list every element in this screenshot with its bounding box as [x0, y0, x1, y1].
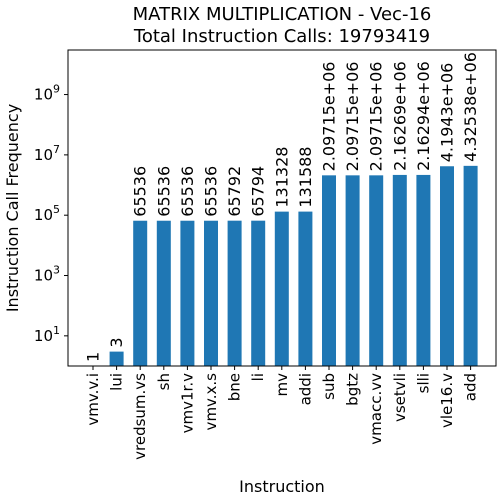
bar-vle16.v: [440, 166, 454, 366]
data-label-slli: 2.16294e+06: [414, 61, 433, 171]
data-label-sh: 65536: [154, 166, 173, 217]
y-tick-label-7: 107: [34, 143, 60, 164]
bar-lui: [109, 351, 124, 366]
data-label-mv: 131328: [272, 147, 291, 208]
x-tick-label-addi: addi: [296, 373, 314, 405]
x-tick-label-sh: sh: [155, 373, 173, 390]
x-tick-label-vle16.v: vle16.v: [438, 373, 456, 428]
bar-add: [463, 165, 478, 366]
data-label-add: 4.32538e+06: [461, 52, 480, 162]
data-label-vsetvli: 2.16269e+06: [390, 61, 409, 171]
data-label-vmv.x.s: 65536: [202, 166, 221, 217]
y-tick-label-9: 109: [34, 83, 60, 104]
bar-vredsum.vs: [133, 220, 148, 366]
bar-bgtz: [345, 175, 360, 366]
y-tick-label-3: 103: [34, 264, 60, 285]
bar-vmv1r.v: [180, 220, 195, 366]
y-tick-label-5: 105: [34, 203, 60, 224]
x-axis-label: Instruction: [239, 477, 325, 496]
x-tick-label-vmacc.vv: vmacc.vv: [367, 373, 385, 445]
x-tick-label-vmv.v.i: vmv.v.i: [84, 373, 102, 426]
chart-title: MATRIX MULTIPLICATION - Vec-16: [133, 4, 432, 25]
bar-addi: [298, 211, 313, 366]
x-tick-label-mv: mv: [273, 373, 291, 397]
x-tick-label-vmv.x.s: vmv.x.s: [202, 373, 220, 431]
x-tick-label-slli: slli: [414, 373, 432, 393]
x-tick-label-vmv1r.v: vmv1r.v: [178, 373, 196, 433]
data-label-li: 65794: [249, 166, 268, 217]
bar-vsetvli: [392, 174, 407, 366]
y-axis-ticks: 101 103 105 107 109: [34, 83, 68, 345]
bar-sub: [322, 175, 336, 366]
bar-bne: [227, 220, 242, 366]
x-tick-label-add: add: [462, 373, 480, 401]
data-label-bne: 65792: [225, 166, 244, 217]
x-tick-label-vsetvli: vsetvli: [391, 373, 409, 422]
data-label-vmv1r.v: 65536: [178, 166, 197, 217]
x-tick-label-vredsum.vs: vredsum.vs: [131, 373, 149, 460]
data-label-vredsum.vs: 65536: [131, 166, 150, 217]
x-tick-label-bne: bne: [226, 373, 244, 401]
x-tick-label-lui: lui: [108, 373, 126, 391]
y-tick-label-1: 101: [34, 324, 60, 345]
data-label-vmv.v.i: 1: [84, 352, 103, 362]
x-axis-ticks: vmv.v.i lui vredsum.vs sh vmv1r.v vmv.x.s bne l…: [84, 366, 480, 460]
data-label-lui: 3: [107, 337, 126, 347]
data-label-bgtz: 2.09715e+06: [343, 62, 362, 172]
bar-vmacc.vv: [369, 175, 384, 366]
plot-frame: [67, 49, 497, 367]
chart-subtitle: Total Instruction Calls: 19793419: [133, 26, 430, 47]
x-tick-label-bgtz: bgtz: [344, 373, 362, 406]
bar-mv: [274, 211, 289, 366]
bar-vmv.x.s: [204, 220, 218, 366]
data-label-vle16.v: 4.1943e+06: [438, 63, 457, 163]
x-tick-label-sub: sub: [320, 373, 338, 400]
x-tick-label-li: li: [249, 373, 267, 381]
bar-li: [251, 220, 266, 366]
data-label-sub: 2.09715e+06: [320, 62, 339, 172]
y-axis-label: Instruction Call Frequency: [3, 104, 22, 312]
data-label-vmacc.vv: 2.09715e+06: [367, 62, 386, 172]
bar-sh: [156, 220, 171, 366]
data-label-addi: 131588: [296, 147, 315, 208]
bar-slli: [416, 174, 431, 366]
